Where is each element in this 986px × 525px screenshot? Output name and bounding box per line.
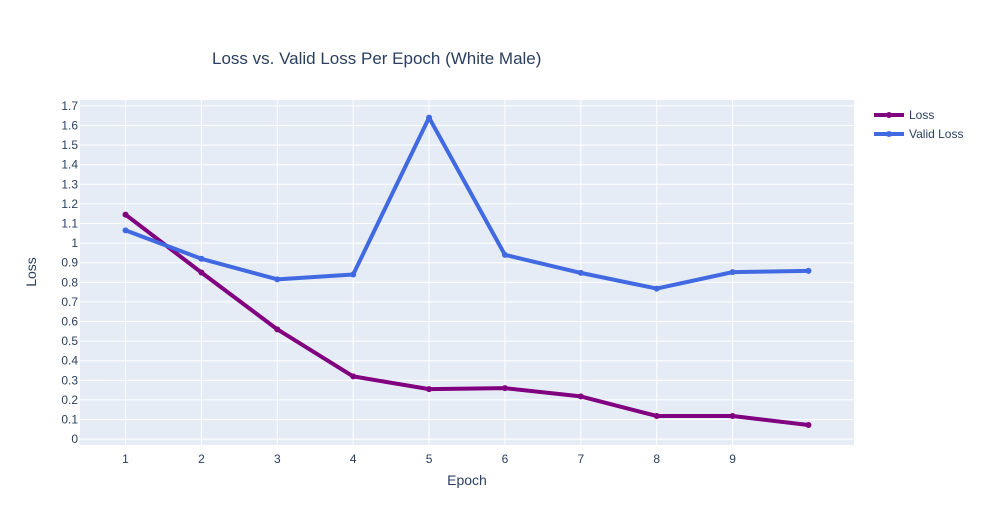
x-tick-label: 2 — [198, 452, 205, 466]
data-point — [729, 269, 736, 276]
x-tick-label: 7 — [577, 452, 584, 466]
data-point — [274, 326, 281, 333]
x-tick-label: 6 — [502, 452, 509, 466]
legend-item[interactable]: Loss — [874, 108, 934, 122]
data-point — [426, 114, 433, 121]
data-point — [653, 412, 660, 419]
data-point — [198, 269, 205, 276]
y-tick-label: 0.9 — [61, 256, 78, 270]
legend-marker — [886, 112, 892, 118]
y-tick-label: 1.3 — [61, 177, 78, 191]
series-0 — [122, 211, 812, 429]
y-axis-ticks: 0 0.1 0.2 0.3 0.4 0.5 0.6 0.7 0.8 0.9 1 1.1 1.2 1.3 1.… — [61, 99, 78, 446]
x-tick-label: 4 — [350, 452, 357, 466]
x-tick-label: 8 — [653, 452, 660, 466]
data-point — [577, 393, 584, 400]
y-tick-label: 1.2 — [61, 197, 78, 211]
y-tick-label: 0 — [71, 432, 78, 446]
y-tick-label: 0.1 — [61, 413, 78, 427]
x-tick-label: 5 — [426, 452, 433, 466]
chart-title: Loss vs. Valid Loss Per Epoch (White Mal… — [212, 49, 541, 68]
legend-item[interactable]: Valid Loss — [874, 127, 963, 141]
data-point — [729, 412, 736, 419]
series-1 — [122, 114, 812, 292]
legend-label: Loss — [909, 108, 934, 122]
data-point — [577, 269, 584, 276]
data-point — [274, 276, 281, 283]
data-point — [426, 386, 433, 393]
data-point — [501, 385, 508, 392]
x-tick-label: 1 — [122, 452, 129, 466]
data-point — [350, 271, 357, 278]
y-tick-label: 1.4 — [61, 158, 78, 172]
data-point — [805, 422, 812, 429]
series-line — [124, 115, 809, 291]
x-tick-label: 9 — [729, 452, 736, 466]
series-layer — [122, 114, 812, 429]
data-point — [653, 285, 660, 292]
x-tick-label: 3 — [274, 452, 281, 466]
y-tick-label: 0.8 — [61, 275, 78, 289]
y-tick-label: 1.6 — [61, 118, 78, 132]
series-line — [124, 213, 809, 427]
y-tick-label: 1 — [71, 236, 78, 250]
y-tick-label: 0.7 — [61, 295, 78, 309]
y-tick-label: 1.5 — [61, 138, 78, 152]
x-axis-ticks: 1 2 3 4 5 6 7 8 9 — [122, 452, 736, 466]
y-axis-title: Loss — [23, 257, 39, 287]
x-axis-title: Epoch — [447, 472, 487, 488]
data-point — [122, 227, 129, 234]
legend-label: Valid Loss — [909, 127, 963, 141]
data-point — [805, 267, 812, 274]
y-tick-label: 0.6 — [61, 315, 78, 329]
data-point — [350, 373, 357, 380]
y-tick-label: 0.3 — [61, 373, 78, 387]
data-point — [122, 211, 129, 218]
y-tick-label: 1.7 — [61, 99, 78, 113]
y-tick-label: 0.2 — [61, 393, 78, 407]
legend: Loss Valid Loss — [874, 108, 963, 141]
data-point — [198, 255, 205, 262]
y-tick-label: 1.1 — [61, 216, 78, 230]
grid — [80, 100, 854, 445]
y-tick-label: 0.4 — [61, 354, 78, 368]
legend-marker — [886, 131, 892, 137]
data-point — [501, 251, 508, 258]
y-tick-label: 0.5 — [61, 334, 78, 348]
